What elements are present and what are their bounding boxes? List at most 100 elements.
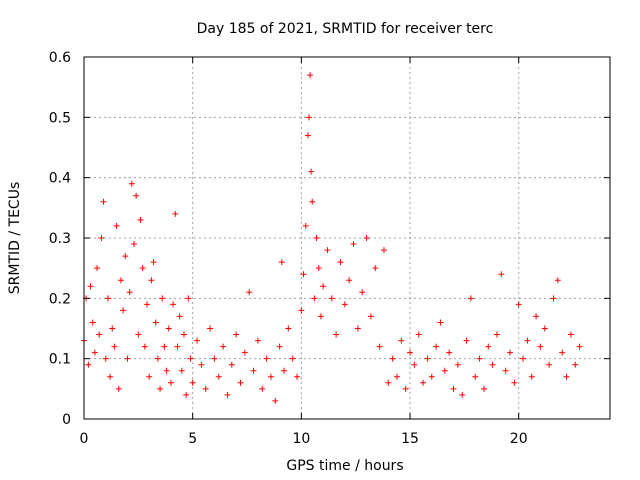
data-point <box>550 295 557 302</box>
data-point <box>126 289 133 296</box>
data-point <box>263 355 270 362</box>
data-point <box>520 355 527 362</box>
data-point <box>170 301 177 308</box>
data-point <box>315 265 322 272</box>
x-tick-label: 20 <box>510 431 528 447</box>
y-axis-label: SRMTID / TECUs <box>7 182 23 295</box>
data-point <box>450 385 457 392</box>
data-point <box>154 355 161 362</box>
data-point <box>85 361 92 368</box>
data-point <box>278 259 285 266</box>
data-point <box>313 235 320 241</box>
data-point <box>307 72 314 79</box>
data-point <box>104 295 111 302</box>
data-point <box>363 235 370 241</box>
data-point <box>459 391 466 398</box>
data-point <box>393 373 400 380</box>
data-point <box>148 277 155 284</box>
data-point <box>207 325 214 332</box>
data-point <box>267 373 274 380</box>
data-point <box>146 373 153 380</box>
data-point <box>139 265 146 272</box>
data-point <box>228 361 235 368</box>
data-point <box>187 355 194 362</box>
data-point <box>489 361 496 368</box>
data-point <box>311 295 318 302</box>
x-tick-label: 10 <box>292 431 310 447</box>
data-point <box>224 391 231 398</box>
data-point <box>359 289 366 296</box>
data-point <box>215 373 222 380</box>
data-point <box>300 271 307 278</box>
data-point <box>354 325 361 332</box>
data-point <box>415 331 422 338</box>
data-point <box>276 343 283 350</box>
data-point <box>189 379 196 386</box>
data-point <box>433 343 440 350</box>
data-point <box>305 114 312 121</box>
data-point <box>537 343 544 350</box>
data-point <box>554 277 561 284</box>
data-point <box>333 331 340 338</box>
data-point <box>463 337 470 344</box>
data-point <box>328 295 335 302</box>
data-point <box>572 361 579 368</box>
data-point <box>176 313 183 320</box>
data-point <box>567 331 574 338</box>
data-point <box>380 247 387 254</box>
data-point <box>254 337 261 344</box>
data-point <box>402 385 409 392</box>
data-point <box>178 367 185 374</box>
data-point <box>94 265 101 272</box>
data-point <box>183 391 190 398</box>
data-points <box>81 72 583 404</box>
data-point <box>559 349 566 356</box>
data-point <box>113 222 120 229</box>
data-point <box>563 373 570 380</box>
data-point <box>117 277 124 284</box>
y-tick-label: 0.2 <box>49 291 71 307</box>
data-point <box>524 337 531 344</box>
data-point <box>376 343 383 350</box>
data-point <box>428 373 435 380</box>
data-point <box>128 180 135 187</box>
data-point <box>341 301 348 308</box>
data-point <box>202 385 209 392</box>
data-point <box>298 307 305 314</box>
y-tick-label: 0.6 <box>49 50 71 66</box>
data-point <box>337 259 344 266</box>
data-point <box>130 241 137 248</box>
data-point <box>157 385 164 392</box>
data-point <box>87 283 94 290</box>
data-point <box>167 379 174 386</box>
data-point <box>294 373 301 380</box>
data-point <box>485 343 492 350</box>
data-point <box>259 385 266 392</box>
data-point <box>100 198 107 205</box>
data-point <box>220 343 227 350</box>
data-point <box>120 307 127 314</box>
data-point <box>211 355 218 362</box>
data-point <box>122 253 129 260</box>
data-point <box>324 247 331 254</box>
data-point <box>308 168 315 175</box>
data-point <box>163 367 170 374</box>
data-point <box>172 210 179 217</box>
data-point <box>174 343 181 350</box>
data-point <box>515 301 522 308</box>
data-point <box>185 295 192 302</box>
x-axis-label: GPS time / hours <box>286 458 403 474</box>
data-point <box>493 331 500 338</box>
y-tick-label: 0.3 <box>49 231 71 247</box>
data-point <box>198 361 205 368</box>
data-point <box>511 379 518 386</box>
data-point <box>385 379 392 386</box>
data-point <box>141 343 148 350</box>
data-point <box>96 331 103 338</box>
y-tick-label: 0.1 <box>49 352 71 368</box>
data-point <box>111 343 118 350</box>
data-point <box>233 331 240 338</box>
data-point <box>424 355 431 362</box>
data-point <box>289 355 296 362</box>
data-point <box>367 313 374 320</box>
